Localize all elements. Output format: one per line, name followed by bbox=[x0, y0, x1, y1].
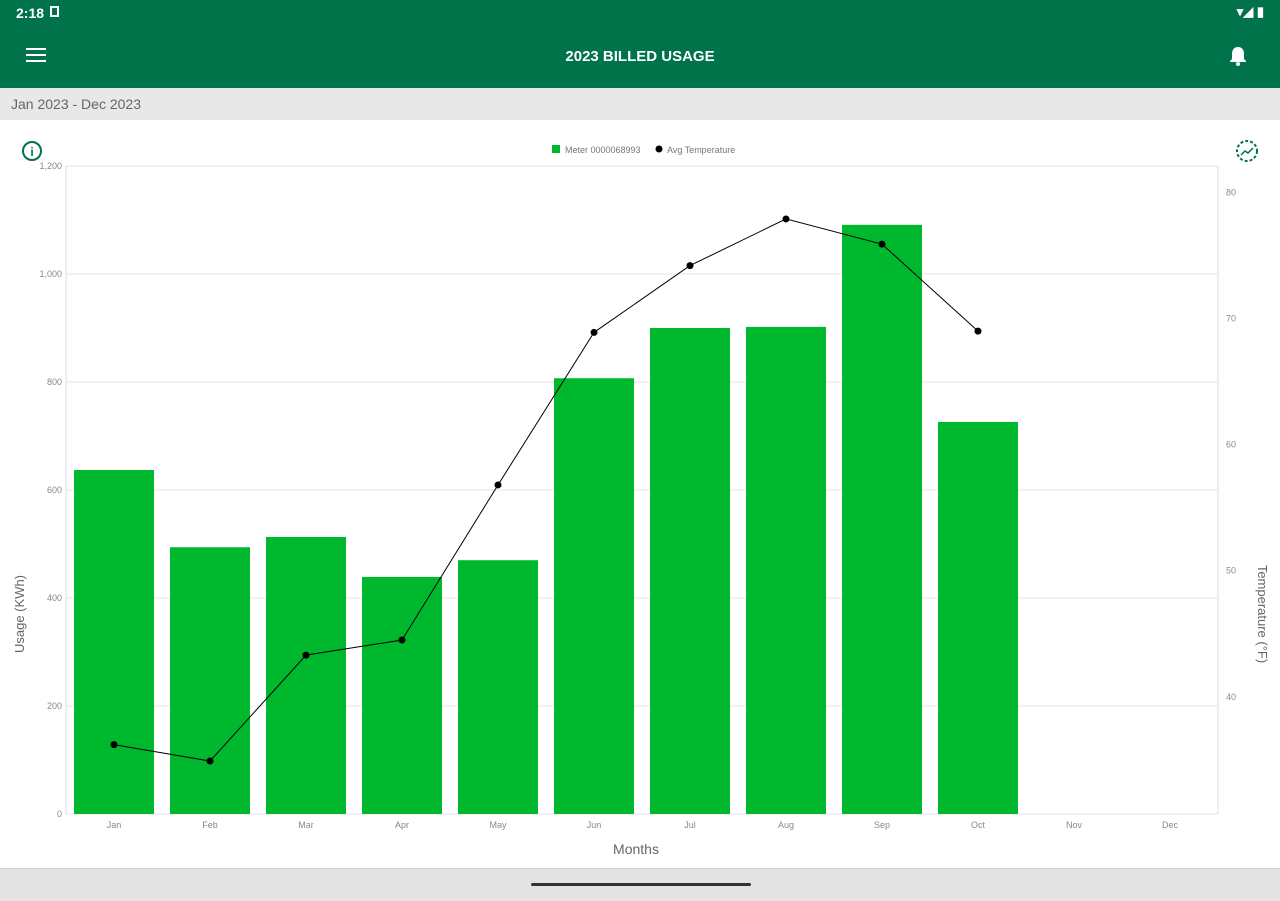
legend-swatch-temp bbox=[655, 145, 663, 153]
y2-tick-label: 40 bbox=[1226, 692, 1236, 702]
x-tick-label: Jan bbox=[107, 820, 122, 830]
legend-label-meter: Meter 0000068993 bbox=[565, 145, 641, 155]
y-tick-label: 800 bbox=[47, 377, 62, 387]
temp-point-apr bbox=[398, 636, 406, 644]
y2-tick-label: 60 bbox=[1226, 440, 1236, 450]
x-tick-label: Jun bbox=[587, 820, 602, 830]
status-bar: 2:18 ▾◢ ▮ bbox=[0, 0, 1280, 26]
x-tick-label: Feb bbox=[202, 820, 218, 830]
x-tick-label: Aug bbox=[778, 820, 794, 830]
y2-tick-label: 70 bbox=[1226, 314, 1236, 324]
x-tick-label: Dec bbox=[1162, 820, 1179, 830]
x-tick-label: Nov bbox=[1066, 820, 1083, 830]
y-tick-label: 200 bbox=[47, 701, 62, 711]
bar-oct bbox=[938, 421, 1018, 814]
date-range: Jan 2023 - Dec 2023 bbox=[11, 96, 141, 112]
temp-point-sep bbox=[878, 240, 886, 248]
x-tick-label: Apr bbox=[395, 820, 409, 830]
bar-sep bbox=[842, 224, 922, 815]
y-tick-label: 400 bbox=[47, 593, 62, 603]
x-tick-label: Jul bbox=[684, 820, 696, 830]
app-bar: 2023 BILLED USAGE bbox=[0, 26, 1280, 88]
bar-may bbox=[458, 560, 538, 814]
usage-chart: i Meter 0000068993 Avg Temperature 0 200 4… bbox=[12, 140, 1270, 857]
temp-point-jul bbox=[686, 262, 694, 270]
bar-mar bbox=[266, 536, 346, 814]
y-tick-label: 0 bbox=[57, 809, 62, 819]
temp-point-feb bbox=[206, 757, 214, 765]
svg-text:i: i bbox=[30, 145, 33, 159]
temp-point-aug bbox=[782, 215, 790, 223]
temperature-line bbox=[113, 218, 979, 762]
menu-icon[interactable] bbox=[26, 46, 46, 62]
screenshot-icon bbox=[50, 6, 59, 17]
y2-axis-title: Temperature (°F) bbox=[1255, 565, 1270, 663]
y-tick-label: 1,000 bbox=[39, 269, 62, 279]
temp-point-jan bbox=[110, 741, 118, 749]
y2-tick-label: 50 bbox=[1226, 566, 1236, 576]
y-tick-label: 600 bbox=[47, 485, 62, 495]
x-tick-label: Sep bbox=[874, 820, 890, 830]
y2-tick-label: 80 bbox=[1226, 187, 1236, 197]
home-handle[interactable] bbox=[531, 883, 751, 886]
nav-bar bbox=[0, 868, 1280, 901]
x-axis-title: Months bbox=[613, 841, 659, 857]
date-range-bar: Jan 2023 - Dec 2023 bbox=[0, 88, 1280, 120]
bar-jul bbox=[650, 328, 730, 814]
page-title: 2023 BILLED USAGE bbox=[565, 48, 715, 65]
chart-settings-icon[interactable] bbox=[1236, 140, 1258, 162]
bar-apr bbox=[362, 576, 442, 814]
status-icons: ▾◢ ▮ bbox=[1236, 4, 1264, 19]
temp-point-jun bbox=[590, 328, 598, 336]
y-axis-title: Usage (KWh) bbox=[12, 575, 27, 653]
legend-label-temp: Avg Temperature bbox=[667, 145, 735, 155]
bell-icon[interactable] bbox=[1229, 46, 1247, 66]
bar-feb bbox=[170, 547, 250, 814]
legend-swatch-meter bbox=[552, 145, 560, 153]
x-tick-label: Mar bbox=[298, 820, 314, 830]
bar-jun bbox=[554, 378, 634, 814]
temp-point-mar bbox=[302, 651, 310, 659]
bar-jan bbox=[74, 470, 154, 814]
status-time: 2:18 bbox=[16, 5, 45, 21]
x-tick-label: May bbox=[489, 820, 507, 830]
temp-point-may bbox=[494, 481, 502, 489]
legend: Meter 0000068993 Avg Temperature bbox=[552, 145, 735, 155]
y-tick-label: 1,200 bbox=[39, 161, 62, 171]
x-tick-label: Oct bbox=[971, 820, 986, 830]
info-icon[interactable]: i bbox=[22, 141, 42, 161]
bar-aug bbox=[746, 326, 826, 814]
temp-point-oct bbox=[974, 327, 982, 335]
